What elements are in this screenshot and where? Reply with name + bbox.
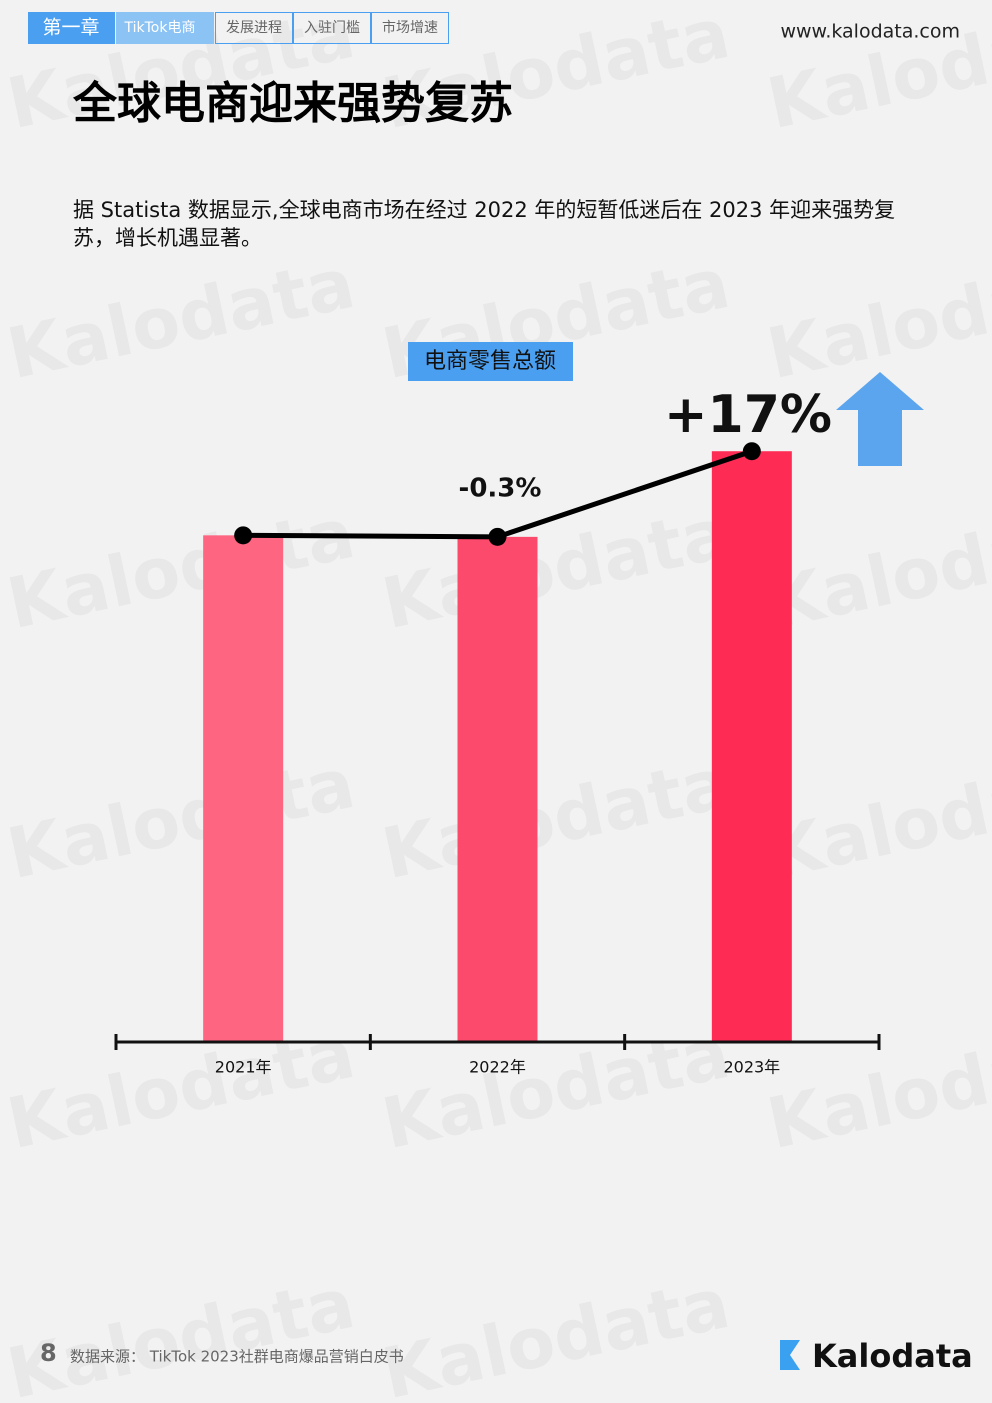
chart: 2021年 2022年 2023年 -0.3% +17% [114, 385, 881, 1077]
annotation: -0.3% [459, 474, 542, 504]
watermark: Kalodata [0, 1012, 361, 1165]
tab-box [371, 12, 449, 44]
bar [203, 535, 284, 1042]
paragraph-box: 据 Statista 数据显示,全球电商市场在经过 2022 年的短暂低迷后在 … [73, 198, 896, 250]
annotation: +17% [664, 385, 832, 445]
watermark: Kalodata [375, 1262, 736, 1403]
tab[interactable]: 入驻门槛 [304, 20, 360, 36]
logo[interactable]: Kalodata [812, 1337, 973, 1375]
point [488, 527, 507, 546]
logo-icon [780, 1340, 800, 1370]
watermark: Kalodata [375, 1012, 736, 1165]
watermark: Kalodata [0, 492, 361, 645]
x-tick-label: 2023年 [723, 1058, 780, 1077]
tab[interactable]: 发展进程 [226, 20, 282, 36]
point [742, 442, 761, 461]
chart-title: 电商零售总额 [424, 349, 556, 374]
bar [711, 451, 792, 1042]
tab-box [215, 12, 293, 44]
website[interactable]: www.kalodata.com [780, 21, 960, 43]
point [234, 526, 253, 545]
tab-box [293, 12, 371, 44]
watermark: Kalodata [760, 492, 992, 645]
watermark: Kalodata [760, 742, 992, 895]
tab-box [28, 12, 115, 44]
source: 数据来源： TikTok 2023社群电商爆品营销白皮书 [70, 1348, 404, 1366]
paragraph: 据 Statista 数据显示,全球电商市场在经过 2022 年的短暂低迷后在 … [73, 198, 896, 250]
bar [457, 536, 538, 1042]
x-tick-label: 2021年 [215, 1058, 272, 1077]
up-arrow [836, 372, 924, 466]
tab[interactable]: TikTok电商 [124, 20, 196, 36]
watermark: Kalodata [0, 742, 361, 895]
page-title: 全球电商迎来强势复苏 [72, 78, 513, 129]
page-number: 8 [40, 1339, 57, 1367]
x-tick-label: 2022年 [469, 1058, 526, 1077]
tab-box [116, 12, 214, 44]
tab[interactable]: 市场增速 [382, 19, 438, 36]
watermark: Kalodata [375, 742, 736, 895]
chart-title-box [408, 342, 573, 381]
watermark: Kalodata [0, 1262, 361, 1403]
watermark: Kalodata [760, 1012, 992, 1165]
tab[interactable]: 第一章 [42, 17, 99, 39]
